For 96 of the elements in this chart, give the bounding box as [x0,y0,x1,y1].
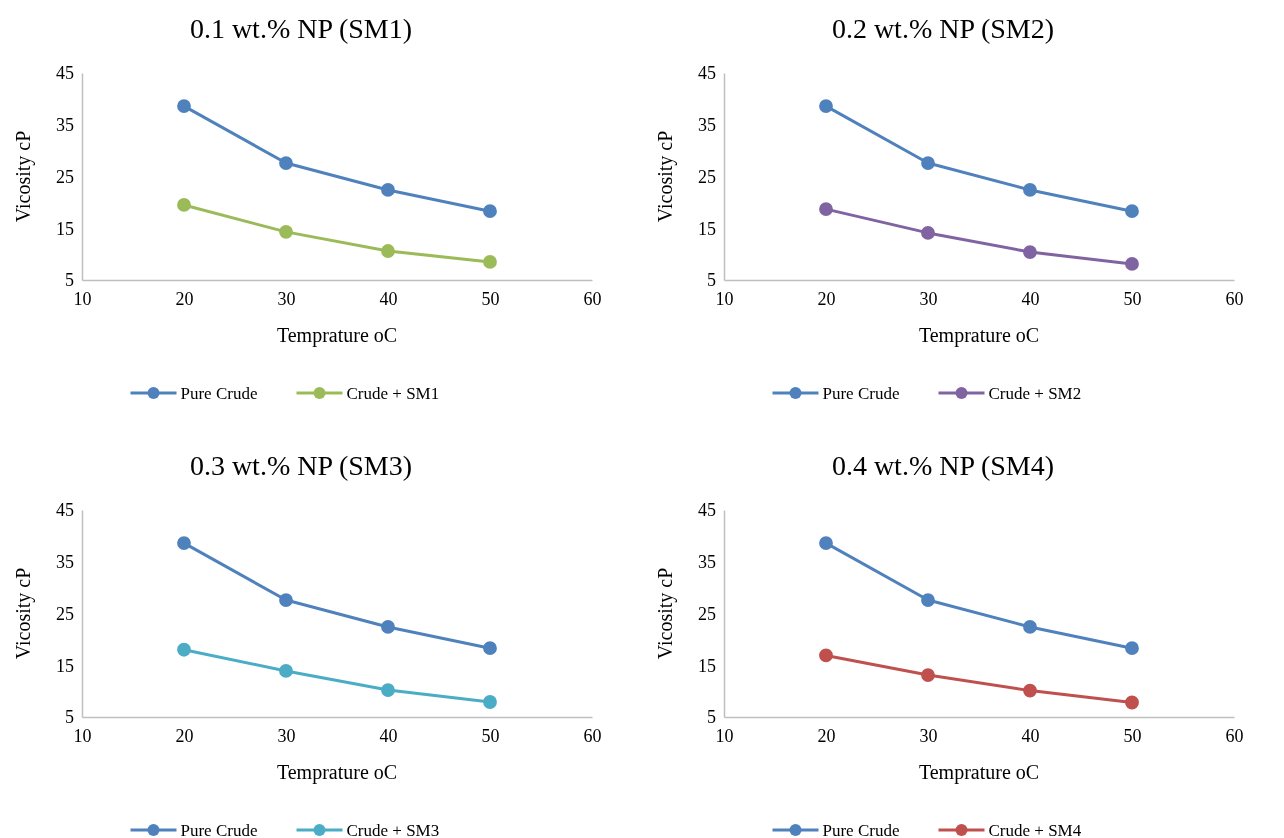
x-axis-title: Temprature oC [918,761,1040,784]
y-tick-label: 15 [56,218,74,239]
point [381,183,395,197]
point [483,254,497,269]
point [381,244,395,258]
chart-title: 0.4 wt.% NP (SM4) [831,450,1055,481]
y-axis-title: Vicosity cP [654,567,677,660]
x-tick-label: 30 [919,288,938,309]
point [1125,695,1139,710]
y-axis-title: Vicosity cP [654,130,677,223]
x-axis-title: Temprature oC [276,324,398,347]
y-tick-label: 35 [698,115,716,136]
x-tick-label: 20 [817,288,836,309]
point [921,156,935,170]
point [1125,641,1139,656]
y-axis-title: Vicosity cP [12,567,35,660]
y-tick-label: 15 [698,218,716,239]
point [1125,257,1139,271]
point [1023,683,1037,698]
point [483,204,497,219]
x-tick-label: 50 [1123,288,1142,309]
x-tick-label: 60 [583,725,602,746]
x-tick-label: 50 [1123,725,1142,746]
point [177,642,191,657]
x-tick-label: 10 [73,725,92,746]
legend-label: Crude + SM1 [346,384,440,403]
legend-label: Pure Crude [180,821,258,838]
point [921,668,935,682]
point [279,224,293,239]
legend-label: Pure Crude [822,384,900,403]
x-tick-label: 10 [73,288,92,309]
x-axis-title: Temprature oC [276,761,398,784]
x-tick-label: 20 [175,725,194,746]
x-tick-label: 60 [583,288,602,309]
y-tick-label: 45 [56,500,74,521]
x-tick-label: 10 [715,725,734,746]
point [1023,245,1037,259]
point [381,683,395,697]
y-tick-label: 15 [56,655,74,676]
point [921,593,935,607]
x-tick-label: 40 [379,288,398,309]
point [819,648,833,663]
point [1125,204,1139,219]
y-axis-title: Vicosity cP [12,130,35,223]
legend-label: Pure Crude [822,821,900,838]
y-tick-label: 5 [707,270,716,291]
y-tick-label: 45 [698,500,716,521]
x-tick-label: 60 [1225,288,1244,309]
y-tick-label: 25 [698,603,716,624]
x-tick-label: 20 [175,288,194,309]
x-tick-label: 50 [481,725,500,746]
point [177,99,191,114]
x-tick-label: 20 [817,725,836,746]
legend-label: Crude + SM2 [988,384,1082,403]
y-tick-label: 35 [698,552,716,573]
point [1023,183,1037,197]
y-tick-label: 5 [65,707,74,728]
x-tick-label: 60 [1225,725,1244,746]
chart-title: 0.3 wt.% NP (SM3) [189,450,413,481]
y-tick-label: 45 [698,63,716,84]
x-tick-label: 40 [1021,288,1040,309]
legend-label: Crude + SM3 [346,821,440,838]
x-tick-label: 30 [277,288,296,309]
y-tick-label: 15 [698,655,716,676]
y-tick-label: 5 [707,707,716,728]
point [279,156,293,170]
legend-label: Pure Crude [180,384,258,403]
point [483,695,497,709]
x-tick-label: 30 [277,725,296,746]
y-tick-label: 25 [56,603,74,624]
x-tick-label: 40 [379,725,398,746]
point [483,641,497,656]
point [819,536,833,551]
legend-label: Crude + SM4 [988,821,1082,838]
y-tick-label: 45 [56,63,74,84]
x-tick-label: 30 [919,725,938,746]
chart-title: 0.1 wt.% NP (SM1) [189,13,413,44]
point [279,664,293,678]
point [279,593,293,607]
x-tick-label: 50 [481,288,500,309]
point [1023,620,1037,634]
chart-title: 0.2 wt.% NP (SM2) [831,13,1055,44]
x-axis-title: Temprature oC [918,324,1040,347]
y-tick-label: 35 [56,115,74,136]
point [921,226,935,240]
x-tick-label: 10 [715,288,734,309]
y-tick-label: 25 [56,166,74,187]
y-tick-label: 35 [56,552,74,573]
point [819,202,833,216]
point [177,198,191,212]
point [177,536,191,551]
y-tick-label: 5 [65,270,74,291]
point [381,620,395,634]
point [819,99,833,114]
x-tick-label: 40 [1021,725,1040,746]
y-tick-label: 25 [698,166,716,187]
